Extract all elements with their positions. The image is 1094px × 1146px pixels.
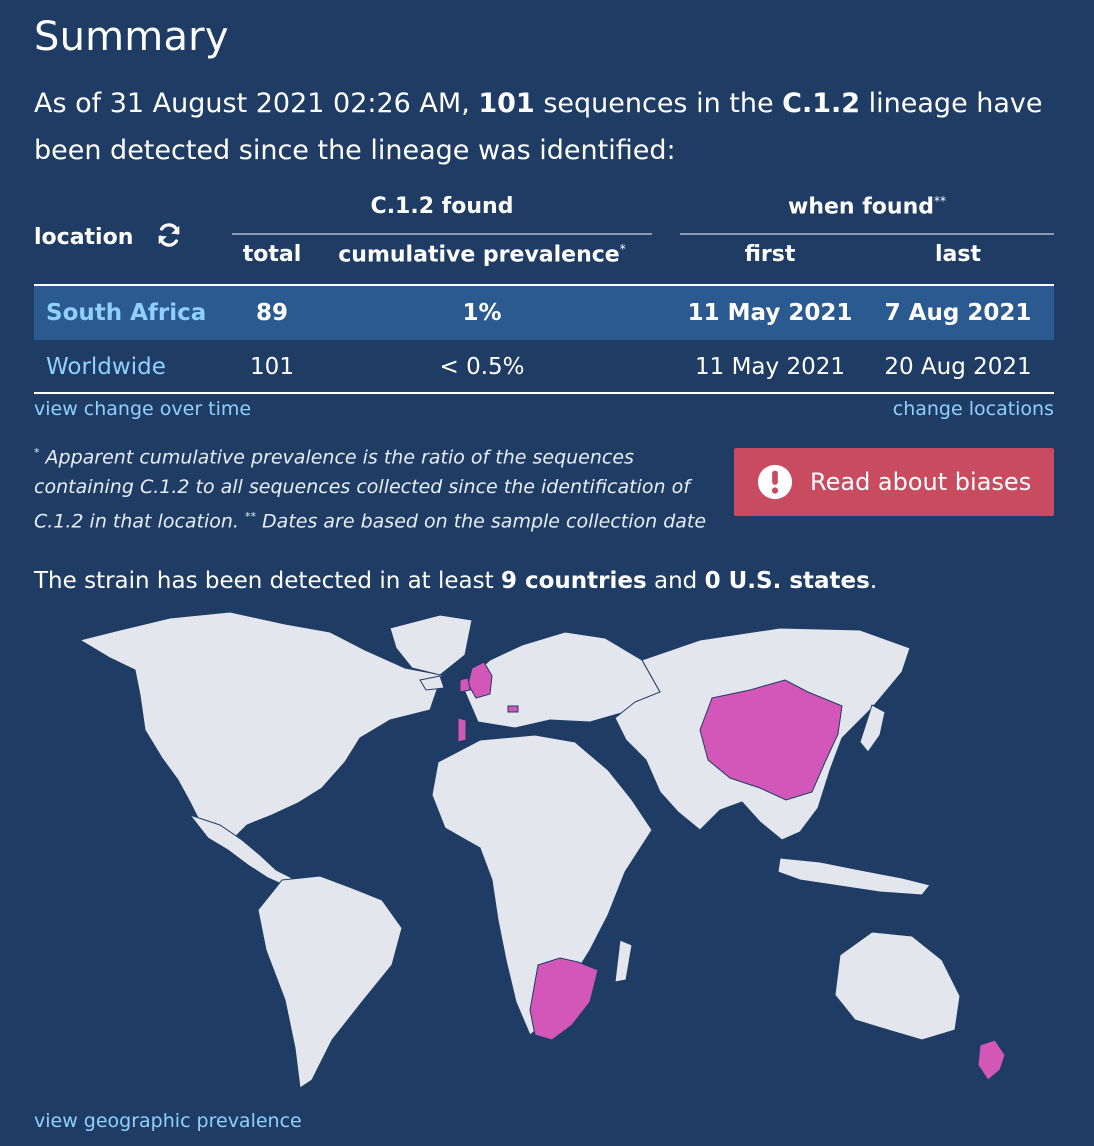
when-found-group-header: when found** <box>680 194 1054 219</box>
sequence-count: 101 <box>478 88 535 119</box>
when-found-footnote-mark: ** <box>934 194 946 208</box>
view-geographic-prevalence-link[interactable]: view geographic prevalence <box>34 1110 302 1132</box>
map-iceland <box>419 675 445 691</box>
footnote-mark-double: ** <box>245 510 257 524</box>
map-madagascar <box>614 939 633 983</box>
found-group-underline <box>232 233 652 235</box>
map-china <box>699 679 843 801</box>
alert-circle-icon <box>757 464 793 500</box>
detection-summary: The strain has been detected in at least… <box>34 568 877 594</box>
prevalence-footnote-mark: * <box>619 242 626 256</box>
map-new-zealand <box>977 1039 1006 1081</box>
map-north-america <box>78 611 443 843</box>
map-south-america <box>257 875 403 1089</box>
first-date-cell: 11 May 2021 <box>687 300 853 326</box>
detection-suffix: . <box>869 568 878 594</box>
view-change-over-time-link[interactable]: view change over time <box>34 398 252 420</box>
country-count: 9 countries <box>500 568 647 594</box>
c12-found-group-header: C.1.2 found <box>370 194 514 219</box>
prevalence-column-header: cumulative prevalence* <box>324 242 640 267</box>
prevalence-cell: 1% <box>462 300 502 326</box>
last-column-header: last <box>935 242 981 267</box>
location-link[interactable]: Worldwide <box>46 354 166 380</box>
map-australia <box>834 931 961 1041</box>
last-date-cell: 7 Aug 2021 <box>884 300 1032 326</box>
intro-suffix: lineage have been detected since the lin… <box>34 88 1043 166</box>
table-row[interactable]: South Africa 89 1% 11 May 2021 7 Aug 202… <box>34 286 1054 340</box>
page-title: Summary <box>34 14 229 60</box>
first-date-cell: 11 May 2021 <box>695 354 845 380</box>
when-found-label: when found <box>788 194 934 220</box>
last-date-cell: 20 Aug 2021 <box>884 354 1032 380</box>
total-cell: 89 <box>255 300 288 326</box>
map-southern-africa <box>529 957 599 1041</box>
map-switzerland <box>507 705 519 713</box>
table-bottom-rule <box>34 392 1054 394</box>
footnote-text-dates: Dates are based on the sample collection… <box>256 510 707 533</box>
when-group-underline <box>680 233 1054 235</box>
footnote-mark-single: * <box>34 446 40 459</box>
change-locations-link[interactable]: change locations <box>892 398 1054 420</box>
prevalence-cell: < 0.5% <box>439 354 525 380</box>
state-count: 0 U.S. states <box>704 568 870 594</box>
first-column-header: first <box>744 242 796 267</box>
detection-middle: and <box>646 568 705 594</box>
table-top-rule <box>34 284 1054 286</box>
summary-intro: As of 31 August 2021 02:26 AM, 101 seque… <box>34 80 1054 174</box>
map-japan <box>859 704 886 753</box>
map-indonesia <box>777 857 931 896</box>
footnote-text-prevalence: Apparent cumulative prevalence is the ra… <box>34 446 690 533</box>
intro-prefix: As of 31 August 2021 02:26 AM, <box>34 88 479 119</box>
map-portugal <box>457 717 467 743</box>
read-about-biases-label: Read about biases <box>810 468 1032 496</box>
table-row[interactable]: Worldwide 101 < 0.5% 11 May 2021 20 Aug … <box>34 340 1054 394</box>
location-link[interactable]: South Africa <box>46 300 207 326</box>
total-column-header: total <box>242 242 302 267</box>
total-cell: 101 <box>250 354 294 380</box>
detection-prefix: The strain has been detected in at least <box>34 568 501 594</box>
intro-middle: sequences in the <box>534 88 783 119</box>
read-about-biases-button[interactable]: Read about biases <box>734 448 1054 516</box>
map-ireland <box>459 677 471 693</box>
location-header: location <box>34 222 183 250</box>
refresh-icon[interactable] <box>155 222 183 248</box>
prevalence-label: cumulative prevalence <box>338 242 620 268</box>
location-header-label: location <box>34 225 134 250</box>
lineage-name: C.1.2 <box>782 88 861 119</box>
prevalence-footnote: * Apparent cumulative prevalence is the … <box>34 438 724 537</box>
world-map[interactable] <box>60 610 1060 1100</box>
map-greenland <box>389 614 473 676</box>
